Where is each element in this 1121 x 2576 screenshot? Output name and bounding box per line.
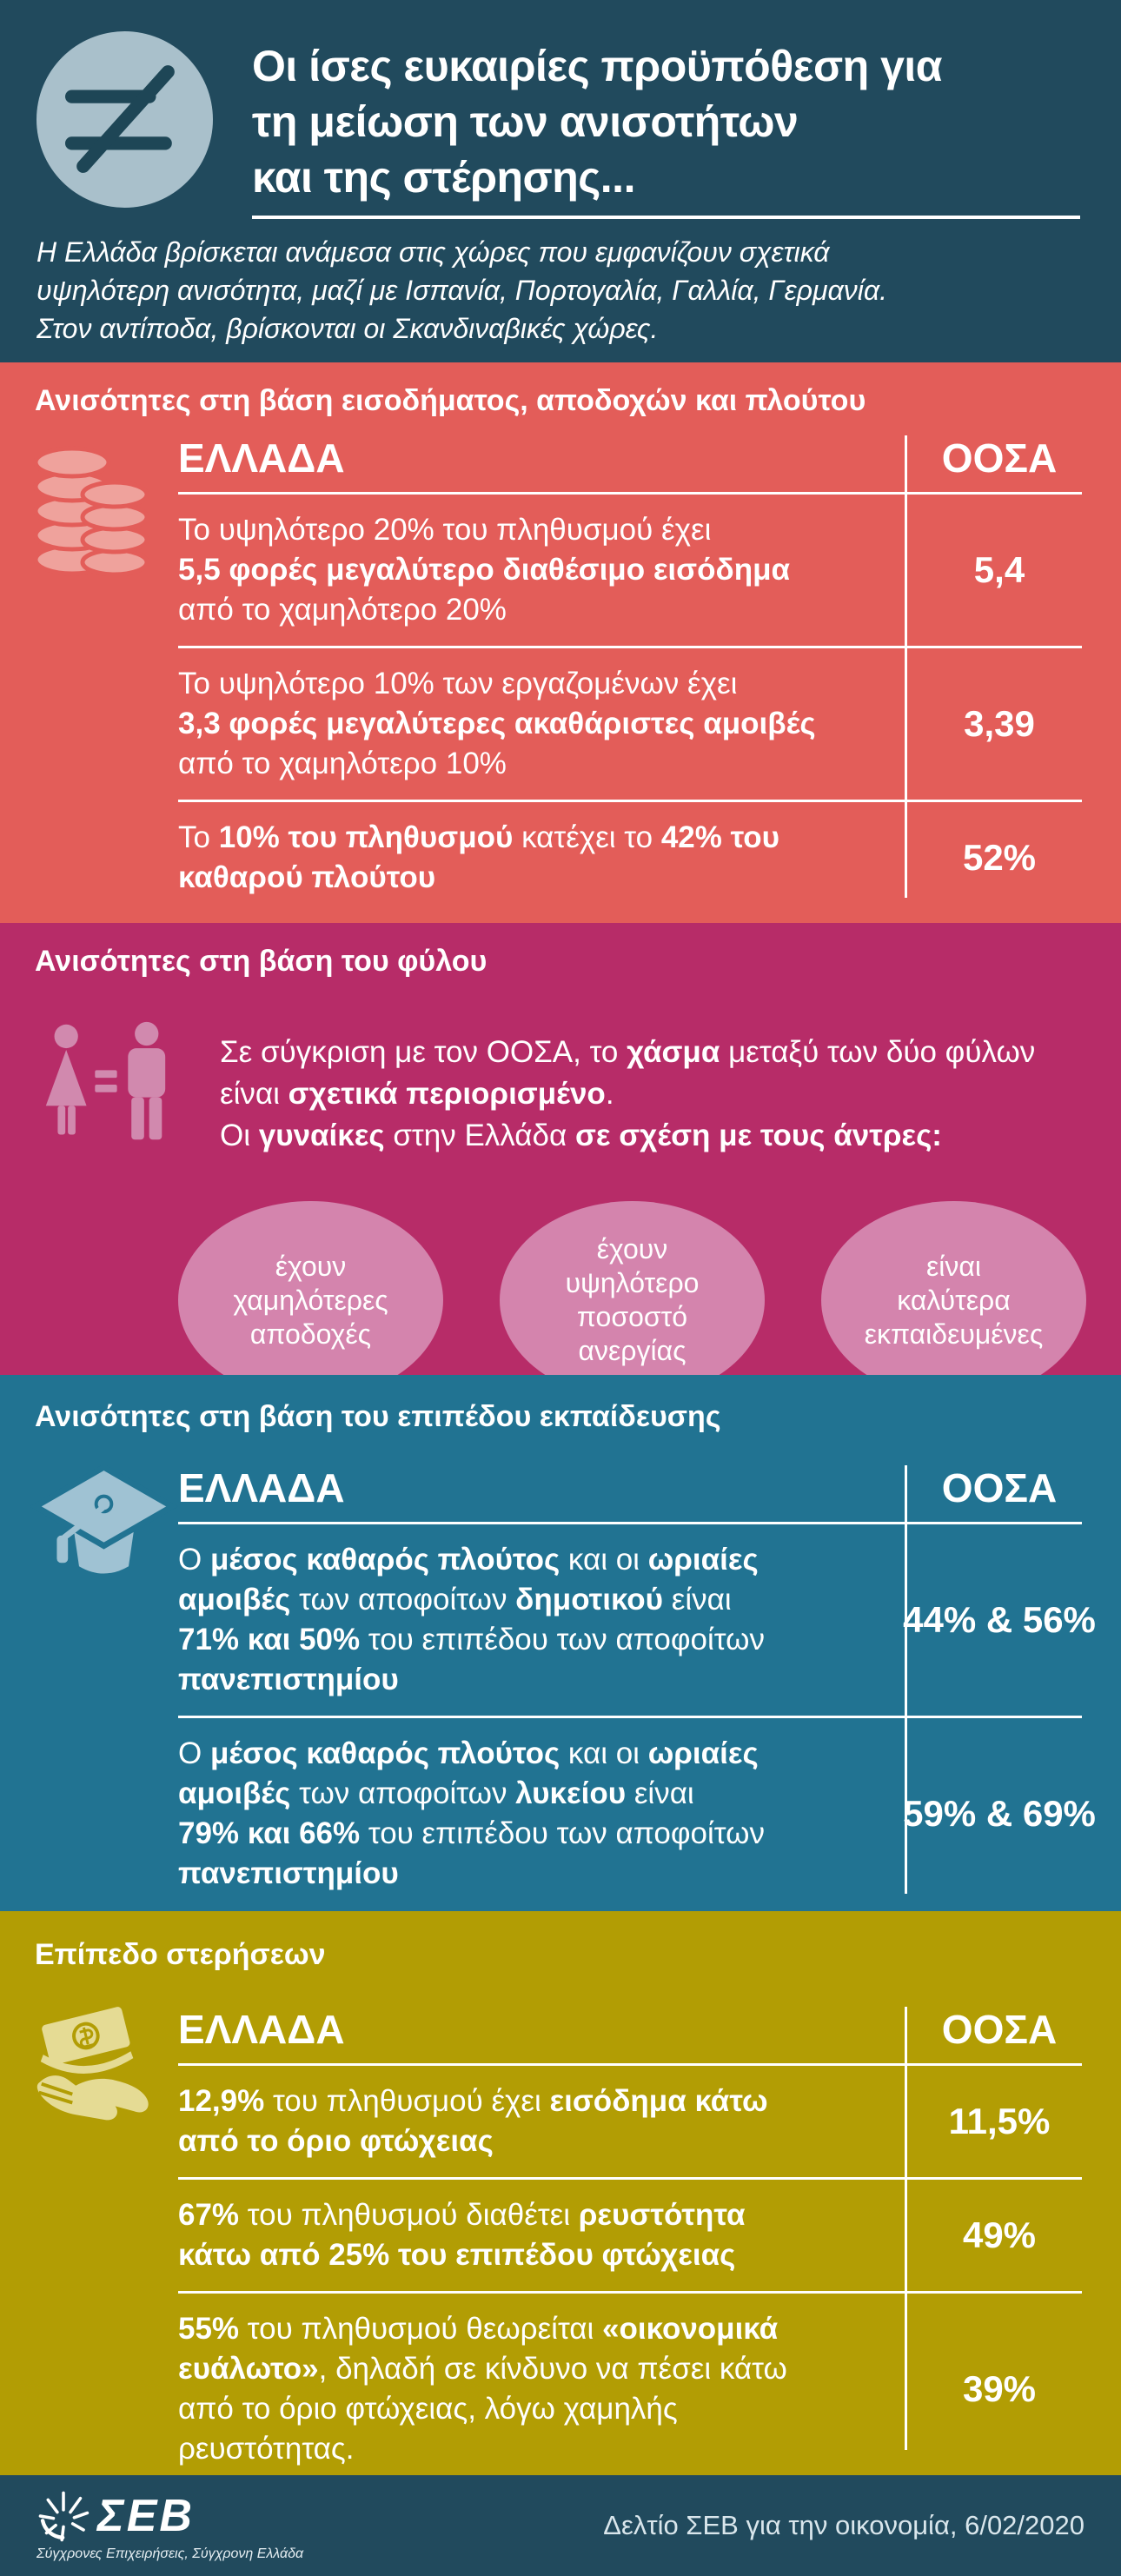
gender-bubbles: έχουν χαμηλότερες αποδοχές έχουν υψηλότε… [178,1201,1086,1375]
oecd-header: ΟΟΣΑ [941,1465,1058,1510]
section-title: Ανισότητες στη βάση του φύλου [35,945,488,978]
graduation-cap-icon [29,1464,178,1574]
comparison-table: ΕΛΛΑΔΑ ΟΟΣΑ 12,9% του πληθυσμού έχει εισ… [178,2007,1082,2475]
section-title: Ανισότητες στη βάση εισοδήματος, αποδοχώ… [35,384,866,417]
stat-row: Ο μέσος καθαρός πλούτος και οι ωριαίες α… [178,1718,1096,1909]
table-header: ΕΛΛΑΔΑ ΟΟΣΑ [178,1465,1082,1524]
stat-text: Το υψηλότερο 20% του πληθυσμού έχει 5,5 … [178,513,791,627]
footer: ΣΕΒ Σύγχρονες Επιχειρήσεις, Σύγχρονη Ελλ… [0,2475,1121,2576]
gender-equality-icon [45,1021,166,1140]
education-inequality-section: Ανισότητες στη βάση του επιπέδου εκπαίδε… [0,1375,1121,1911]
stat-row: Ο μέσος καθαρός πλούτος και οι ωριαίες α… [178,1524,1096,1718]
oecd-value: 39% [962,2368,1037,2409]
stat-text: 67% του πληθυσμού διαθέτει ρευστότητα κά… [178,2198,746,2272]
gender-inequality-section: Ανισότητες στη βάση του φύλου Σε σύγκρισ… [0,923,1121,1375]
stat-row: 55% του πληθυσμού θεωρείται «οικονομικά … [178,2294,1082,2475]
footer-note: Δελτίο ΣΕΒ για την οικονομία, 6/02/2020 [603,2510,1085,2540]
stat-text: Το 10% του πληθυσμού κατέχει το 42% του … [178,820,780,894]
money-hand-icon [36,2007,149,2121]
income-inequality-section: Ανισότητες στη βάση εισοδήματος, αποδοχώ… [0,362,1121,923]
sev-burst-icon [38,2491,90,2542]
section-title: Ανισότητες στη βάση του επιπέδου εκπαίδε… [35,1400,721,1433]
stat-row: Το υψηλότερο 20% του πληθυσμού έχει 5,5 … [178,495,1082,648]
page-title: Οι ίσες ευκαιρίες προϋπόθεση για τη μείω… [252,42,943,202]
oecd-header: ΟΟΣΑ [941,435,1058,481]
gender-intro-block: Σε σύγκριση με τον ΟΟΣΑ, το χάσμα μεταξύ… [39,998,1082,1187]
oecd-value: 11,5% [948,2101,1051,2141]
country-header: ΕΛΛΑΔΑ [178,2007,345,2052]
stat-text: 55% του πληθυσμού θεωρείται «οικονομικά … [178,2312,787,2466]
comparison-table: ΕΛΛΑΔΑ ΟΟΣΑ Ο μέσος καθαρός πλούτος και … [178,1465,1096,1909]
hero-header: Οι ίσες ευκαιρίες προϋπόθεση για τη μείω… [0,0,1121,362]
section-title: Επίπεδο στερήσεων [35,1938,326,1971]
sev-logo: ΣΕΒ Σύγχρονες Επιχειρήσεις, Σύγχρονη Ελλ… [36,2489,303,2562]
country-header: ΕΛΛΑΔΑ [178,1465,345,1510]
oecd-value: 49% [962,2214,1037,2255]
table-header: ΕΛΛΑΔΑ ΟΟΣΑ [178,435,1082,495]
oecd-value: 44% & 56% [903,1599,1096,1640]
stat-text: Ο μέσος καθαρός πλούτος και οι ωριαίες α… [178,1736,765,1890]
gender-fact-bubble: έχουν χαμηλότερες αποδοχές [178,1201,443,1375]
stat-row: 67% του πληθυσμού διαθέτει ρευστότητα κά… [178,2180,1082,2294]
gender-intro-text: Σε σύγκριση με τον ΟΟΣΑ, το χάσμα μεταξύ… [220,1035,1036,1152]
comparison-table: ΕΛΛΑΔΑ ΟΟΣΑ Το υψηλότερο 20% του πληθυσμ… [178,435,1082,913]
oecd-value: 59% & 69% [903,1793,1096,1834]
deprivation-section: Επίπεδο στερήσεων ΕΛΛΑΔΑ ΟΟΣΑ [0,1911,1121,2475]
stat-text: Το υψηλότερο 10% των εργαζομένων έχει 3,… [178,667,816,780]
gender-fact-bubble: είναι καλύτερα εκπαιδευμένες [821,1201,1086,1375]
gender-fact-bubble: έχουν υψηλότερο ποσοστό ανεργίας [500,1201,765,1375]
coins-icon [33,446,149,576]
page-subtitle: Η Ελλάδα βρίσκεται ανάμεσα στις χώρες πο… [36,236,888,344]
table-header: ΕΛΛΑΔΑ ΟΟΣΑ [178,2007,1082,2066]
stat-row: Το 10% του πληθυσμού κατέχει το 42% του … [178,802,1082,913]
oecd-value: 5,4 [973,549,1025,590]
country-header: ΕΛΛΑΔΑ [178,435,345,481]
stat-text: 12,9% του πληθυσμού έχει εισόδημα κάτω α… [178,2084,768,2158]
sev-logo-text: ΣΕΒ [97,2491,195,2541]
stat-row: Το υψηλότερο 10% των εργαζομένων έχει 3,… [178,648,1082,802]
oecd-value: 52% [962,837,1037,878]
stat-row: 12,9% του πληθυσμού έχει εισόδημα κάτω α… [178,2066,1082,2180]
not-equal-icon [36,31,213,208]
title-divider [252,216,1080,219]
sev-logo-tagline: Σύγχρονες Επιχειρήσεις, Σύγχρονη Ελλάδα [36,2546,304,2561]
oecd-header: ΟΟΣΑ [941,2007,1058,2052]
oecd-value: 3,39 [964,703,1035,744]
stat-text: Ο μέσος καθαρός πλούτος και οι ωριαίες α… [178,1543,765,1696]
